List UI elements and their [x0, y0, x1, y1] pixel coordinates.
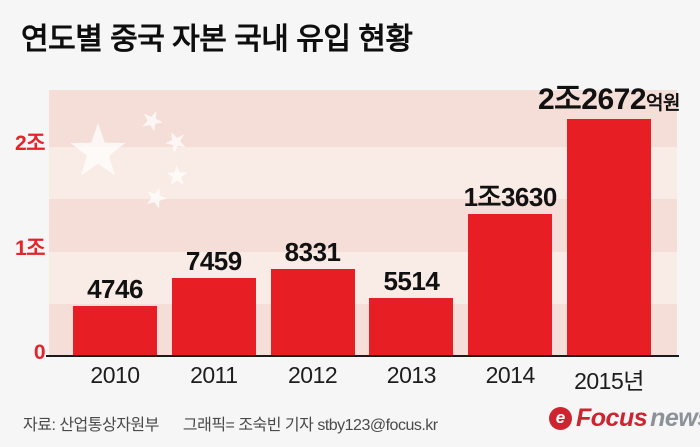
chart-plot-area: 4746 7459 8331 5514 1조3630 2조2672억원 — [49, 85, 680, 356]
x-axis-label-2013: 2013 — [386, 362, 437, 388]
bar-2012 — [270, 268, 355, 356]
logo-text-focus: Focus — [576, 404, 648, 432]
focus-news-logo: e Focus news — [549, 404, 700, 433]
credit-text: 그래픽= 조숙빈 기자 stby123@focus.kr — [182, 417, 438, 434]
x-axis-label-2015년: 2015년 — [574, 368, 644, 394]
x-axis-label-2011: 2011 — [190, 362, 238, 388]
source-text: 자료: 산업통상자원부 — [23, 417, 159, 434]
logo-text-news: news — [650, 404, 700, 432]
x-axis-label-2014: 2014 — [485, 362, 536, 388]
bar-2015년 — [567, 119, 651, 356]
y-tick-0: 0 — [33, 341, 46, 364]
bar-value-label: 7459 — [185, 246, 242, 277]
focus-swirl-icon: e — [549, 407, 572, 430]
bar-2010 — [73, 306, 157, 356]
bar-value-label: 4746 — [87, 274, 143, 305]
bar-2013 — [369, 298, 454, 356]
bar-value-label: 8331 — [284, 236, 341, 267]
bar-value-label: 1조3630 — [463, 181, 558, 212]
footer: 자료: 산업통상자원부 그래픽= 조숙빈 기자 stby123@focus.kr — [23, 411, 438, 435]
page-title: 연도별 중국 자본 국내 유입 현황 — [21, 23, 413, 56]
bar-2014 — [468, 213, 553, 356]
y-tick-2조: 2조 — [15, 132, 46, 155]
bar-value-label: 5514 — [383, 266, 440, 297]
x-axis-line — [46, 355, 679, 357]
y-tick-1조: 1조 — [15, 236, 46, 260]
bar-2011 — [171, 278, 256, 356]
bar-value-label: 2조2672억원 — [538, 83, 680, 117]
x-axis-label-2012: 2012 — [288, 362, 338, 388]
x-axis-label-2010: 2010 — [90, 362, 140, 388]
